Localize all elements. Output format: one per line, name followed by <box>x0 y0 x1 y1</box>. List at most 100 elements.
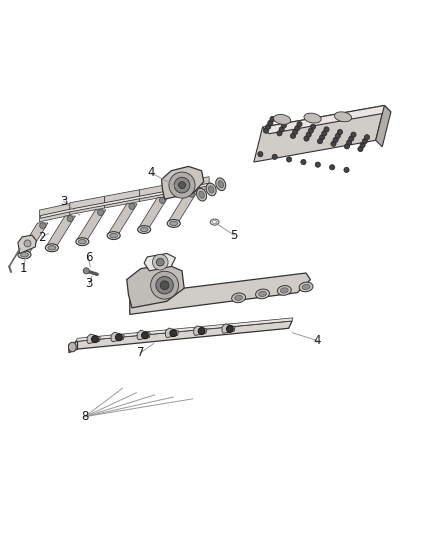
Circle shape <box>283 119 289 124</box>
Ellipse shape <box>170 221 178 225</box>
Polygon shape <box>105 190 139 208</box>
Polygon shape <box>222 324 235 333</box>
Circle shape <box>320 135 325 140</box>
Ellipse shape <box>208 186 214 193</box>
Polygon shape <box>18 235 36 254</box>
Polygon shape <box>137 330 150 340</box>
Circle shape <box>297 122 302 127</box>
Text: 3: 3 <box>60 195 67 208</box>
Polygon shape <box>139 183 174 201</box>
Text: 3: 3 <box>85 277 93 290</box>
Ellipse shape <box>235 295 243 301</box>
Circle shape <box>159 197 166 204</box>
Circle shape <box>295 125 300 131</box>
Circle shape <box>360 142 365 148</box>
Text: 4: 4 <box>313 334 321 347</box>
Polygon shape <box>169 192 197 221</box>
Ellipse shape <box>199 191 205 198</box>
Circle shape <box>311 124 316 130</box>
Ellipse shape <box>304 113 321 123</box>
Circle shape <box>141 332 148 339</box>
Circle shape <box>333 137 338 142</box>
Polygon shape <box>174 176 209 195</box>
Circle shape <box>364 135 370 140</box>
Text: 7: 7 <box>137 346 145 359</box>
Circle shape <box>293 130 298 135</box>
Polygon shape <box>70 196 105 215</box>
Circle shape <box>160 281 169 289</box>
Text: 8: 8 <box>81 410 88 423</box>
Circle shape <box>83 268 89 274</box>
Circle shape <box>258 151 263 157</box>
Ellipse shape <box>299 282 313 292</box>
Text: 1: 1 <box>19 262 27 275</box>
Polygon shape <box>111 332 124 342</box>
Circle shape <box>351 132 356 137</box>
Polygon shape <box>87 334 100 344</box>
Ellipse shape <box>78 239 86 244</box>
Circle shape <box>322 131 327 136</box>
Circle shape <box>198 328 205 335</box>
Circle shape <box>67 215 73 222</box>
Ellipse shape <box>256 289 269 299</box>
Circle shape <box>304 136 309 141</box>
Ellipse shape <box>68 342 76 352</box>
Ellipse shape <box>48 246 56 250</box>
Ellipse shape <box>206 183 216 196</box>
Ellipse shape <box>18 251 31 259</box>
Polygon shape <box>75 321 292 349</box>
Ellipse shape <box>280 288 288 293</box>
Polygon shape <box>76 318 293 341</box>
Circle shape <box>169 172 195 198</box>
Circle shape <box>349 136 354 141</box>
Circle shape <box>301 159 306 165</box>
Ellipse shape <box>212 221 217 224</box>
Circle shape <box>98 209 104 215</box>
Polygon shape <box>19 223 48 253</box>
Ellipse shape <box>110 233 117 238</box>
Circle shape <box>92 336 99 343</box>
Circle shape <box>344 167 349 173</box>
Polygon shape <box>376 106 391 147</box>
Ellipse shape <box>218 181 223 188</box>
Circle shape <box>24 240 31 247</box>
Circle shape <box>335 133 340 139</box>
Ellipse shape <box>76 238 89 246</box>
Polygon shape <box>39 204 70 222</box>
Circle shape <box>156 258 164 266</box>
Polygon shape <box>69 341 78 353</box>
Circle shape <box>306 132 311 137</box>
Polygon shape <box>130 273 311 314</box>
Circle shape <box>286 157 292 162</box>
Ellipse shape <box>167 220 180 228</box>
Ellipse shape <box>216 178 226 191</box>
Circle shape <box>226 326 233 333</box>
Polygon shape <box>262 106 391 134</box>
Polygon shape <box>162 166 204 199</box>
Polygon shape <box>139 198 168 228</box>
Ellipse shape <box>273 115 291 124</box>
Text: 2: 2 <box>38 231 45 244</box>
Circle shape <box>174 177 190 193</box>
Ellipse shape <box>138 225 151 233</box>
Polygon shape <box>109 204 137 233</box>
Ellipse shape <box>277 286 291 295</box>
Circle shape <box>268 120 273 125</box>
Ellipse shape <box>210 219 219 225</box>
Circle shape <box>315 162 321 167</box>
Circle shape <box>358 147 363 151</box>
Polygon shape <box>166 328 179 337</box>
Circle shape <box>324 127 329 132</box>
Ellipse shape <box>140 228 148 232</box>
Circle shape <box>170 330 177 337</box>
Circle shape <box>329 165 335 170</box>
Ellipse shape <box>46 244 58 252</box>
Circle shape <box>151 271 179 299</box>
Circle shape <box>362 139 367 144</box>
Circle shape <box>281 123 286 128</box>
Polygon shape <box>127 264 184 308</box>
Ellipse shape <box>107 232 120 239</box>
Circle shape <box>272 154 277 159</box>
Circle shape <box>277 131 282 136</box>
Text: 4: 4 <box>148 166 155 180</box>
